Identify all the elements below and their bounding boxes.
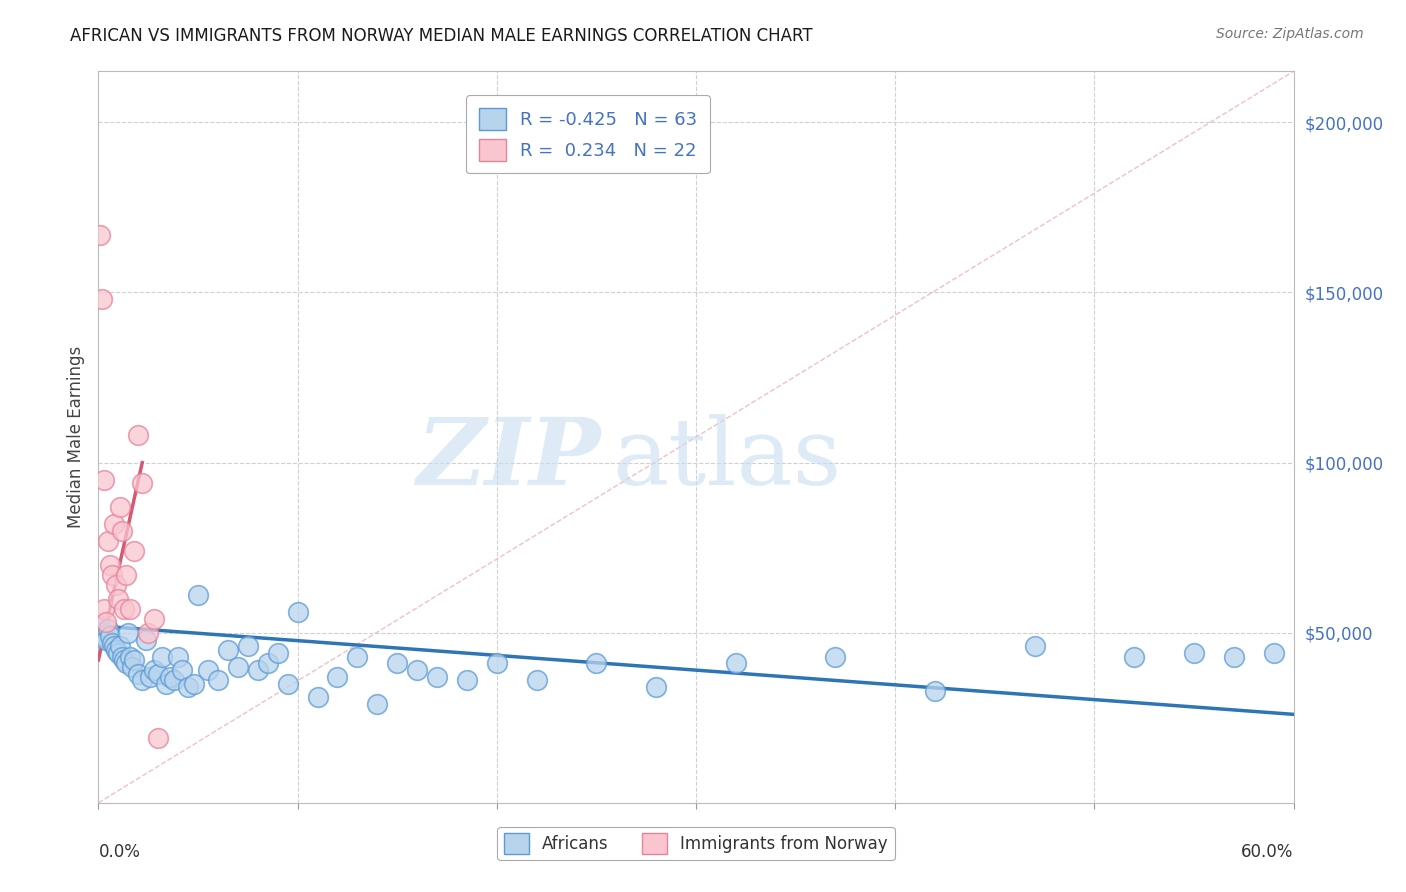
Point [326,670,349,684]
Point [406,663,429,677]
Point [148,731,170,746]
Point [131,673,153,688]
Point [159,670,181,684]
Point [96,632,118,647]
Point [1223,649,1246,664]
Point [287,605,309,619]
Point [96,615,118,630]
Point [105,578,128,592]
Point [645,680,668,694]
Point [385,657,409,671]
Text: 0.0%: 0.0% [98,843,141,861]
Point [105,642,128,657]
Point [131,475,153,490]
Point [246,663,269,677]
Point [93,473,115,487]
Point [115,657,138,671]
Point [93,602,115,616]
Point [101,636,124,650]
Point [135,632,157,647]
Text: Source: ZipAtlas.com: Source: ZipAtlas.com [1216,27,1364,41]
Point [197,663,219,677]
Point [103,640,125,654]
Point [91,625,114,640]
Text: ZIP: ZIP [416,414,600,504]
Point [97,533,120,548]
Point [127,428,149,442]
Point [172,663,194,677]
Point [456,673,478,688]
Point [924,683,946,698]
Point [89,227,111,242]
Point [346,649,368,664]
Point [167,649,190,664]
Point [127,666,149,681]
Point [103,516,125,531]
Text: 60.0%: 60.0% [1241,843,1294,861]
Point [112,602,135,616]
Point [120,602,142,616]
Point [110,640,132,654]
Point [585,657,607,671]
Point [207,673,229,688]
Point [526,673,548,688]
Point [136,625,159,640]
Point [143,663,166,677]
Point [155,677,177,691]
Point [267,646,290,660]
Point [124,544,146,558]
Point [187,588,209,602]
Point [89,619,111,633]
Point [1024,640,1046,654]
Point [117,625,139,640]
Point [183,677,205,691]
Point [150,649,173,664]
Point [177,680,200,694]
Point [226,659,249,673]
Text: atlas: atlas [613,414,842,504]
Point [256,657,278,671]
Point [110,500,132,514]
Point [824,649,846,664]
Text: AFRICAN VS IMMIGRANTS FROM NORWAY MEDIAN MALE EARNINGS CORRELATION CHART: AFRICAN VS IMMIGRANTS FROM NORWAY MEDIAN… [70,27,813,45]
Point [366,697,388,711]
Point [111,524,134,538]
Point [163,673,186,688]
Point [115,567,138,582]
Point [1182,646,1205,660]
Point [97,622,120,636]
Point [307,690,329,705]
Point [143,612,166,626]
Point [148,666,170,681]
Point [217,642,239,657]
Point [107,591,129,606]
Point [724,657,747,671]
Legend: Africans, Immigrants from Norway: Africans, Immigrants from Norway [498,827,894,860]
Point [1123,649,1146,664]
Point [93,629,115,643]
Point [236,640,259,654]
Point [139,670,162,684]
Point [121,659,143,673]
Point [91,293,114,307]
Point [124,653,146,667]
Y-axis label: Median Male Earnings: Median Male Earnings [66,346,84,528]
Point [277,677,299,691]
Point [485,657,508,671]
Point [112,653,135,667]
Point [120,649,142,664]
Point [1263,646,1285,660]
Point [98,558,122,572]
Point [111,649,134,664]
Point [98,629,122,643]
Point [107,646,129,660]
Point [101,567,124,582]
Point [426,670,449,684]
